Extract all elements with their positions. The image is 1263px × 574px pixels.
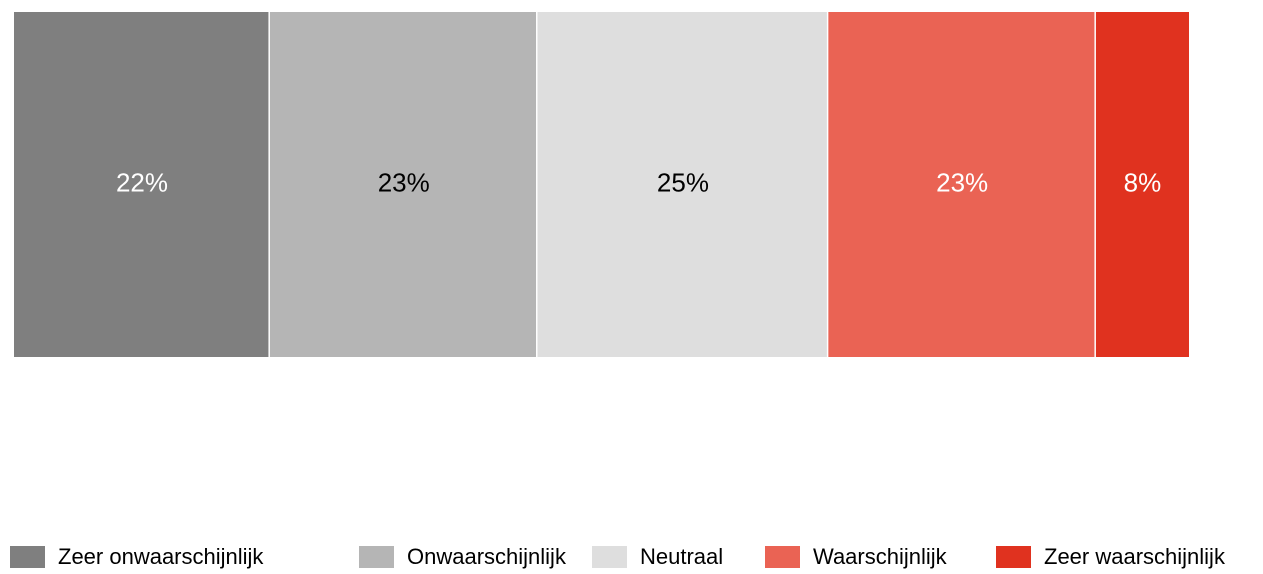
legend-swatch: [359, 546, 394, 568]
legend-swatch: [592, 546, 627, 568]
data-label: 23%: [378, 167, 430, 197]
data-label: 25%: [657, 167, 709, 197]
legend-label: Zeer onwaarschijnlijk: [58, 544, 264, 569]
bar-segment: [269, 12, 537, 357]
bar-segment: [14, 12, 269, 357]
legend-label: Neutraal: [640, 544, 723, 569]
legend-label: Waarschijnlijk: [813, 544, 948, 569]
legend-label: Onwaarschijnlijk: [407, 544, 567, 569]
bar-segment: [1095, 12, 1189, 357]
legend-swatch: [10, 546, 45, 568]
data-label: 8%: [1124, 167, 1162, 197]
data-label: 22%: [116, 167, 168, 197]
legend-label: Zeer waarschijnlijk: [1044, 544, 1226, 569]
legend-swatch: [996, 546, 1031, 568]
bar-segment: [537, 12, 827, 357]
data-label: 23%: [936, 167, 988, 197]
legend-swatch: [765, 546, 800, 568]
bar-segment: [828, 12, 1095, 357]
